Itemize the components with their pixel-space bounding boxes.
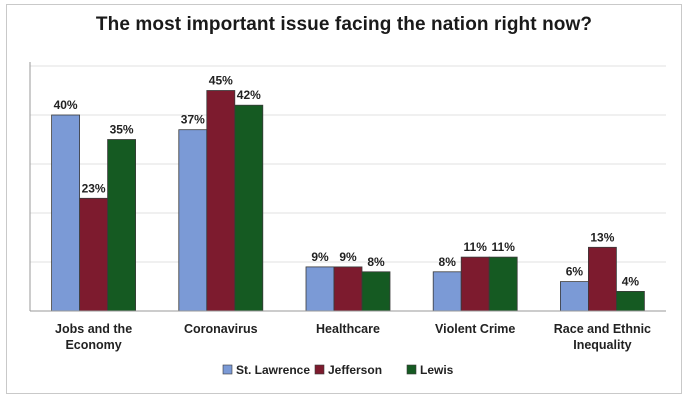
category-label: Healthcare [316, 322, 380, 336]
category-label: Jobs and the Economy [55, 322, 132, 352]
legend-label: Jefferson [328, 363, 382, 377]
bar-jefferson [588, 246, 617, 312]
data-label: 40% [54, 98, 78, 112]
bar-lewis [234, 104, 264, 312]
bar-jefferson [333, 266, 363, 312]
data-label: 11% [464, 240, 488, 254]
bar-st-lawrence [560, 281, 589, 312]
category-label: Violent Crime [435, 322, 515, 336]
data-label: 4% [622, 274, 640, 288]
category-label: Race and Ethnic Inequality [554, 322, 651, 352]
legend-label: Lewis [420, 363, 454, 377]
data-label: 23% [82, 181, 106, 195]
bar-lewis [107, 139, 136, 312]
legend-swatch [222, 364, 233, 375]
data-label: 11% [492, 240, 516, 254]
data-label: 9% [311, 250, 329, 264]
legend-swatch [314, 364, 325, 375]
bar-lewis [616, 290, 645, 312]
data-label: 6% [566, 265, 584, 279]
bar-jefferson [460, 256, 490, 312]
bar-st-lawrence [432, 271, 462, 312]
data-label: 8% [439, 255, 457, 269]
data-label: 8% [367, 255, 385, 269]
data-label: 35% [110, 123, 134, 137]
bar-lewis [361, 271, 391, 312]
bar-st-lawrence [305, 266, 335, 312]
data-label: 42% [237, 88, 261, 102]
data-label: 45% [209, 74, 233, 88]
bar-st-lawrence [51, 114, 80, 312]
bar-jefferson [79, 197, 108, 312]
data-label: 37% [181, 113, 205, 127]
data-label: 9% [339, 250, 357, 264]
legend-swatch [406, 364, 417, 375]
chart-title: The most important issue facing the nati… [95, 14, 593, 35]
data-label: 13% [590, 230, 614, 244]
legend-label: St. Lawrence [236, 363, 310, 377]
bar-jefferson [206, 90, 236, 312]
bar-lewis [488, 256, 518, 312]
category-label: Coronavirus [184, 322, 258, 336]
bar-st-lawrence [178, 129, 208, 312]
